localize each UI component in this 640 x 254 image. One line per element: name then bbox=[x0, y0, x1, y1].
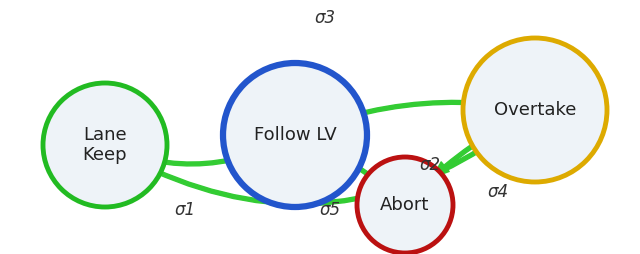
Circle shape bbox=[223, 63, 367, 207]
FancyArrowPatch shape bbox=[330, 151, 376, 181]
FancyArrowPatch shape bbox=[433, 126, 502, 178]
Circle shape bbox=[463, 38, 607, 182]
Text: σ2: σ2 bbox=[419, 156, 440, 174]
Text: σ1: σ1 bbox=[175, 201, 196, 219]
Text: σ3: σ3 bbox=[314, 9, 335, 27]
Text: Follow LV: Follow LV bbox=[253, 126, 337, 144]
FancyArrowPatch shape bbox=[331, 97, 497, 123]
Circle shape bbox=[357, 157, 453, 253]
Circle shape bbox=[43, 83, 167, 207]
Text: Abort: Abort bbox=[380, 196, 429, 214]
FancyArrowPatch shape bbox=[141, 151, 260, 166]
FancyArrowPatch shape bbox=[140, 132, 506, 206]
Text: σ4: σ4 bbox=[488, 183, 509, 201]
Text: Lane
Keep: Lane Keep bbox=[83, 125, 127, 164]
Text: σ5: σ5 bbox=[319, 201, 340, 219]
Text: Overtake: Overtake bbox=[494, 101, 576, 119]
